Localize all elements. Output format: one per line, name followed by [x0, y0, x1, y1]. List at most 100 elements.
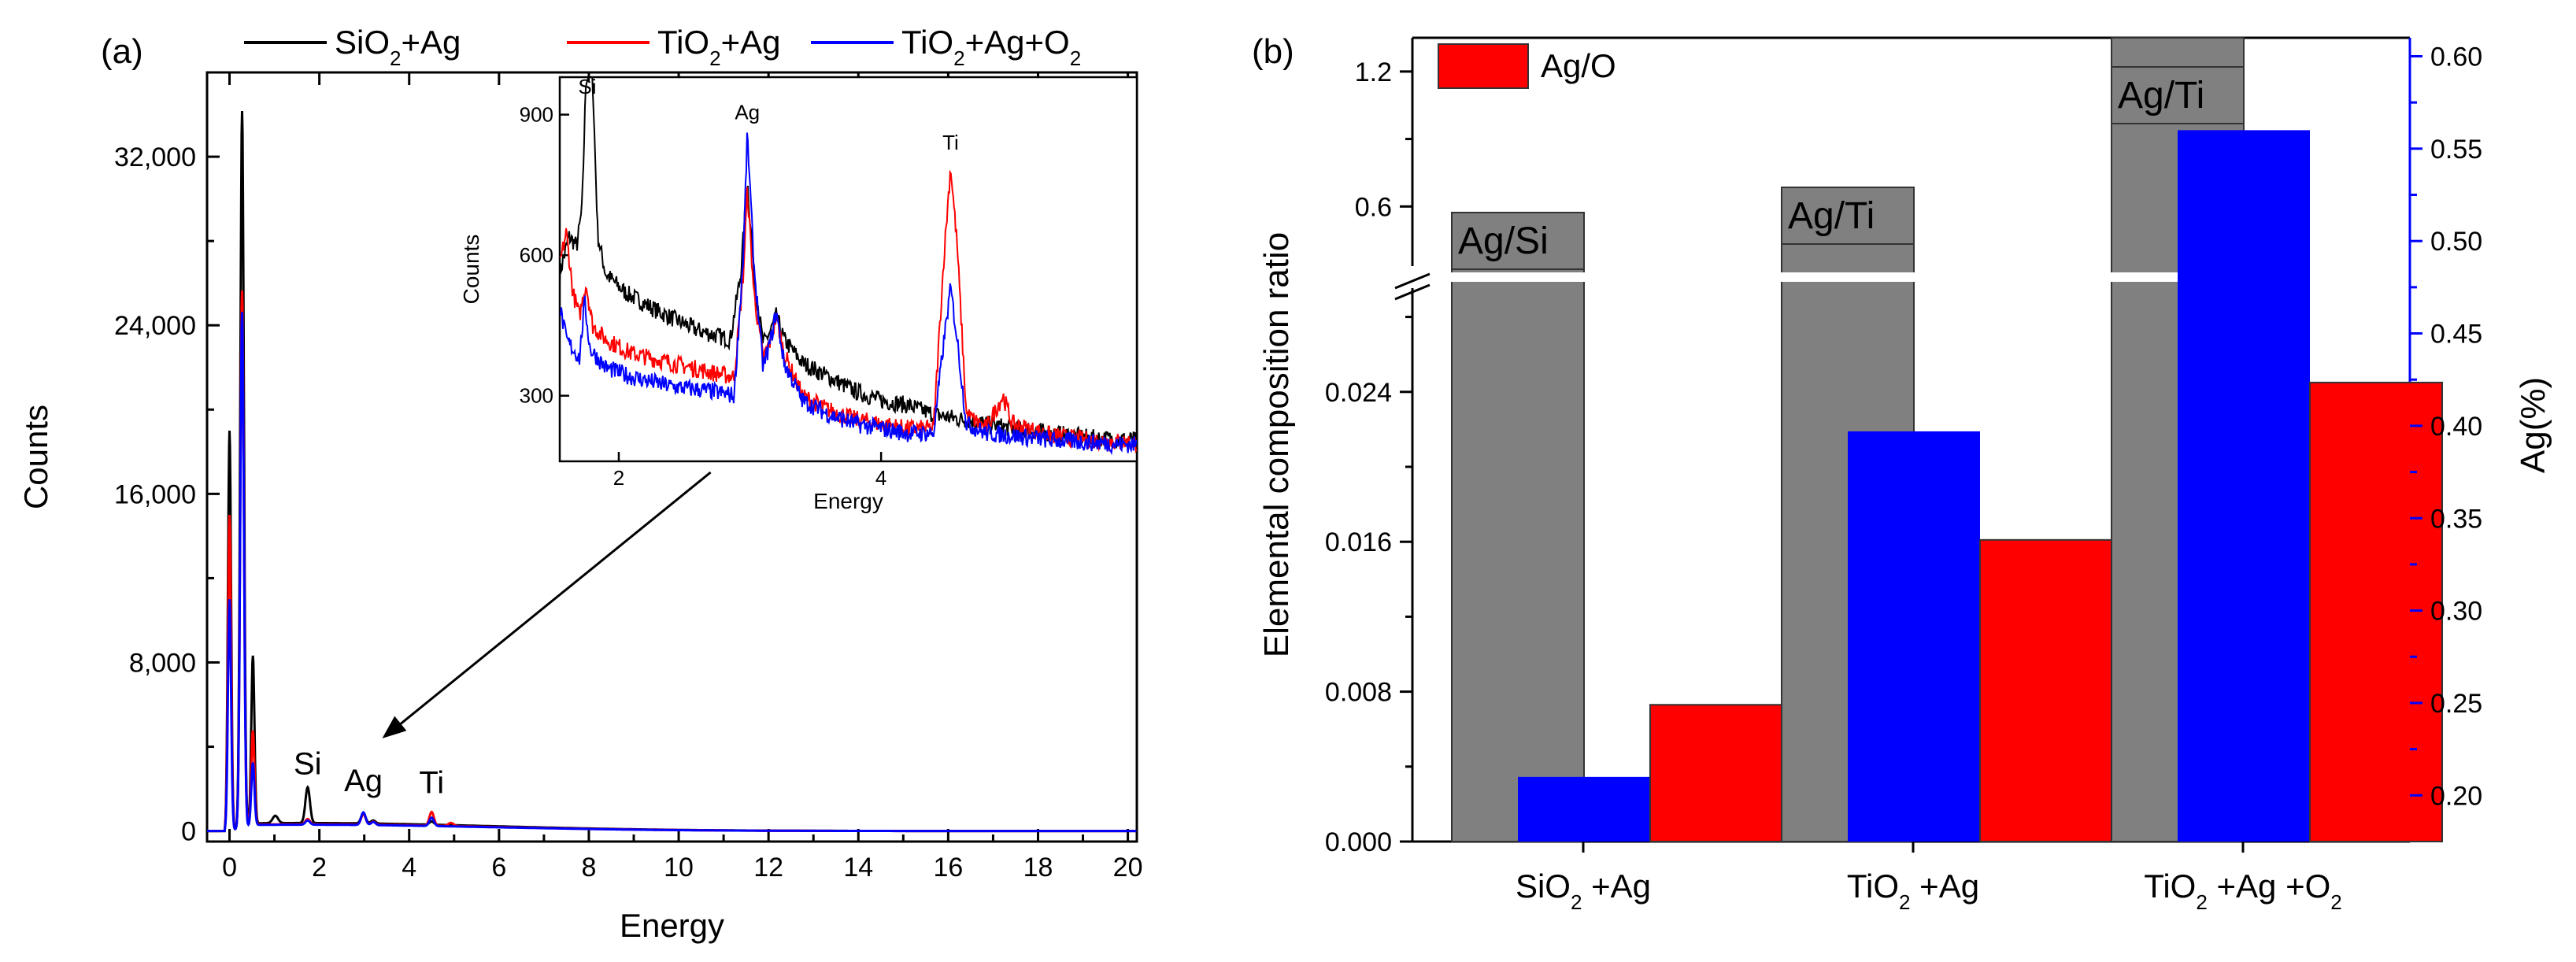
bar-label: Ag/Si [1458, 220, 1549, 262]
category-label-base: TiO [2144, 868, 2196, 905]
panel-b-composition-bars: (b) Ag/Si Ag/Ti Ag/Ti 0.000 0.008 0.016 0.024 0.… [1252, 32, 2552, 914]
inset-x-tick-label: 4 [875, 466, 886, 490]
y-tick-label: 16,000 [114, 479, 196, 509]
y-right-tick-label: 0.55 [2430, 135, 2482, 165]
ag-o-bar-2 [2309, 381, 2443, 842]
y-left-tick-label: 0.008 [1325, 678, 1392, 708]
x-tick-label: 8 [581, 853, 596, 882]
ag-percent-bar-2 [2178, 130, 2310, 842]
y-right-tick-label: 0.60 [2430, 42, 2482, 72]
category-label-base: TiO [1847, 868, 1899, 905]
category-label: SiO2 +Ag [1516, 868, 1651, 914]
ag-o-bar-0 [1649, 704, 1783, 843]
category-label-sub: 2 [2196, 890, 2207, 914]
y-axis-label: Counts [17, 405, 54, 509]
x-axis-label: Energy [620, 907, 724, 944]
ag-percent-bar-0 [1518, 776, 1650, 842]
y-right-tick-label: 0.20 [2430, 781, 2482, 811]
x-tick-label: 2 [312, 853, 327, 882]
inset-y-tick-label: 900 [520, 103, 553, 127]
legend-swatch [1438, 43, 1529, 89]
peak-label: Si [294, 746, 322, 781]
y-tick-label: 24,000 [114, 311, 196, 341]
legend-label: Ag/O [1541, 47, 1616, 84]
x-tick-label: 16 [933, 853, 963, 882]
y-right-tick-label: 0.40 [2430, 412, 2482, 442]
spectrum-line-2 [207, 312, 1137, 833]
y-right-tick-label: 0.50 [2430, 227, 2482, 257]
category-label-base: SiO [1516, 868, 1571, 905]
bar-label-box [1781, 187, 1915, 245]
panel-b-label: (b) [1252, 32, 1294, 71]
category-label-rest: +Ag [1911, 868, 1980, 905]
inset-peak-label: Ag [735, 101, 760, 124]
inset-spectrum-line-0 [560, 77, 1137, 450]
inset-y-tick-label: 600 [520, 243, 553, 267]
x-tick-label: 12 [753, 853, 783, 882]
legend-label: TiO2+Ag+O2 [901, 24, 1081, 70]
bar-label-box [1451, 212, 1585, 270]
y-left-tick-label: 0.000 [1325, 827, 1392, 857]
x-tick-label: 18 [1023, 853, 1053, 882]
bar-label-box [2111, 66, 2245, 124]
x-tick-label: 6 [491, 853, 506, 882]
legend-label-sub: 2 [390, 46, 401, 70]
category-label-rest: +Ag [1582, 868, 1651, 905]
x-tick-label: 0 [222, 853, 237, 882]
y-tick-label: 32,000 [114, 142, 196, 172]
category-label: TiO2 +Ag +O2 [2144, 868, 2342, 914]
y-right-tick-label: 0.30 [2430, 597, 2482, 627]
category-label-sub2: 2 [2330, 890, 2341, 914]
y-right-tick-label: 0.45 [2430, 320, 2482, 350]
break-stripe [1450, 272, 1586, 282]
inset-x-axis-label: Energy [813, 489, 883, 513]
y-tick-label: 8,000 [129, 648, 196, 678]
y-tick-label: 0 [181, 817, 196, 847]
legend-label-base: SiO [335, 24, 390, 61]
x-tick-label: 20 [1113, 853, 1143, 882]
inset-peak-label: Si [578, 75, 596, 98]
legend-label-base: TiO [901, 24, 953, 61]
panel-a-eds-spectrum: (a) 0 2 4 6 8 10 12 14 16 18 20 0 8,000 16,000 24,000 32… [17, 24, 1143, 944]
legend-label-base: TiO [657, 24, 709, 61]
arrow-line [395, 471, 712, 729]
inset-peak-label: Ti [942, 131, 959, 154]
y-right-axis-label: Ag(%) [2514, 377, 2552, 473]
axis-break-mark [1394, 272, 1430, 290]
category-label: TiO2 +Ag [1847, 868, 1979, 914]
inset-x-tick-label: 2 [613, 466, 624, 490]
peak-label: Ag [344, 764, 383, 798]
peak-label: Ti [419, 766, 444, 801]
inset-spectrum-line-2 [560, 132, 1137, 456]
x-tick-label: 4 [402, 853, 416, 882]
bar-label: Ag/Ti [1788, 195, 1875, 237]
category-label-sub: 2 [1899, 890, 1910, 914]
y-right-tick-label: 0.25 [2430, 689, 2482, 719]
y-left-tick-label: 0.6 [1355, 192, 1392, 222]
legend-label: SiO2+Ag [335, 24, 461, 70]
ratio-bar-0 [1451, 239, 1585, 842]
legend-label-rest: +Ag [721, 24, 781, 61]
inset-frame [558, 76, 1138, 463]
y-left-tick-label: 0.016 [1325, 527, 1392, 557]
inset-y-tick-label: 300 [520, 384, 553, 408]
axis-break-mark [1394, 283, 1430, 301]
y-left-axis-label: Elemental composition ratio [1257, 232, 1296, 657]
legend-label-rest: +Ag+O [965, 24, 1070, 61]
arrow-head [382, 716, 407, 738]
category-label-rest: +Ag +O [2208, 868, 2330, 905]
legend-label: TiO2+Ag [657, 24, 781, 70]
inset: 2 4 300 600 900 Energy Counts Si Ag Ti [459, 75, 1138, 513]
category-label-sub: 2 [1571, 890, 1582, 914]
x-tick-label: 10 [664, 853, 694, 882]
y-left-tick-label: 0.024 [1325, 378, 1392, 408]
y-left-tick-label: 1.2 [1355, 57, 1392, 87]
legend-label-sub: 2 [709, 46, 720, 70]
legend-label-sub2: 2 [1070, 46, 1081, 70]
x-tick-label: 14 [843, 853, 873, 882]
panel-a-label: (a) [101, 32, 143, 71]
legend-label-sub: 2 [953, 46, 964, 70]
bar-label: Ag/Ti [2118, 75, 2204, 117]
break-stripe [2110, 272, 2178, 282]
